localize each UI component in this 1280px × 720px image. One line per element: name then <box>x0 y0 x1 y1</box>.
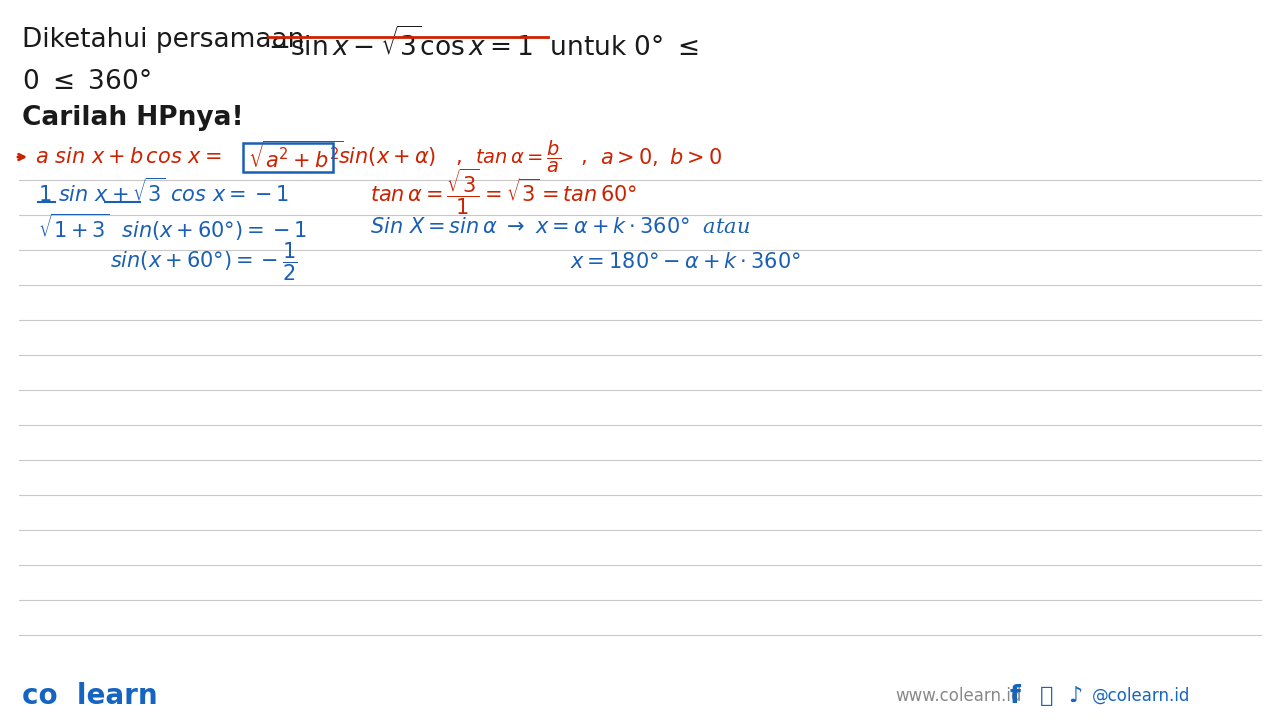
Text: Diketahui persamaan: Diketahui persamaan <box>22 27 312 53</box>
Text: $1\ \mathit{sin}\ x + \sqrt{3}\ \mathit{cos}\ x = -1$: $1\ \mathit{sin}\ x + \sqrt{3}\ \mathit{… <box>38 178 289 206</box>
Text: @colearn.id: @colearn.id <box>1092 687 1190 705</box>
Text: $\mathit{sin}(x+60°) = -\dfrac{1}{2}$: $\mathit{sin}(x+60°) = -\dfrac{1}{2}$ <box>110 240 298 283</box>
Text: Carilah HPnya!: Carilah HPnya! <box>22 105 243 131</box>
Text: ⓘ: ⓘ <box>1039 686 1053 706</box>
Text: ,: , <box>454 147 462 167</box>
Text: $\mathit{Sin}\ X = \mathit{sin}\,\alpha\ \rightarrow\ x = \alpha + k\cdot360°$  : $\mathit{Sin}\ X = \mathit{sin}\,\alpha\… <box>370 217 750 237</box>
Text: $\sqrt{a^2+b^2}$: $\sqrt{a^2+b^2}$ <box>248 141 343 173</box>
Text: $\mathit{sin}(x+\alpha)$: $\mathit{sin}(x+\alpha)$ <box>338 145 436 168</box>
Text: co  learn: co learn <box>22 682 157 710</box>
Text: $\mathit{tan}\,\alpha = \dfrac{b}{a}$: $\mathit{tan}\,\alpha = \dfrac{b}{a}$ <box>475 139 562 175</box>
Text: $a>0,\ b>0$: $a>0,\ b>0$ <box>600 146 722 168</box>
Text: ♪: ♪ <box>1068 686 1083 706</box>
Text: www.colearn.id: www.colearn.id <box>895 687 1021 705</box>
Text: $-\sin x - \sqrt{3}\cos x = 1$  untuk 0° $\leq$: $-\sin x - \sqrt{3}\cos x = 1$ untuk 0° … <box>268 27 699 62</box>
Text: $\mathit{tan}\,\alpha = \dfrac{\sqrt{3}}{1} = \sqrt{3} = \mathit{tan}\,60°$: $\mathit{tan}\,\alpha = \dfrac{\sqrt{3}}… <box>370 166 637 217</box>
Text: $\sqrt{1+3}\ \ \mathit{sin}(x+60°) = -1$: $\sqrt{1+3}\ \ \mathit{sin}(x+60°) = -1$ <box>38 212 307 243</box>
Text: 0 $\leq$ 360°: 0 $\leq$ 360° <box>22 69 151 95</box>
Text: $a\ \mathit{sin}\ x + b\,\mathit{cos}\ x =$: $a\ \mathit{sin}\ x + b\,\mathit{cos}\ x… <box>35 147 221 167</box>
Text: ,: , <box>580 147 586 167</box>
Text: $x = 180°-\alpha + k\cdot360°$: $x = 180°-\alpha + k\cdot360°$ <box>570 252 801 272</box>
Text: f: f <box>1010 684 1021 708</box>
